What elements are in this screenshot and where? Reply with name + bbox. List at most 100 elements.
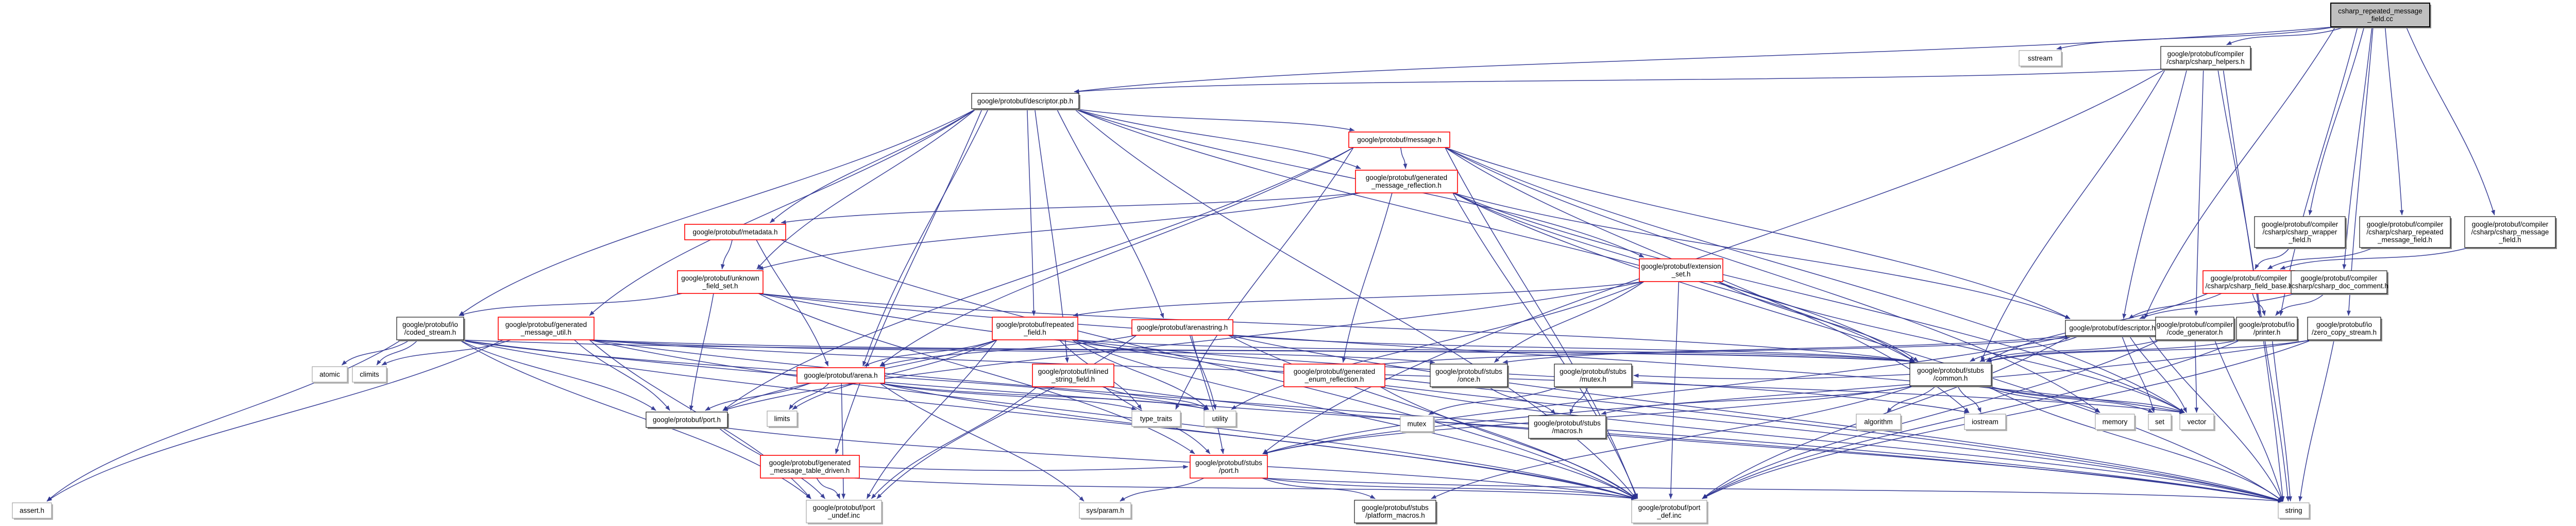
edge-msg-port [722, 147, 1354, 411]
edge-root-doc [2342, 26, 2372, 270]
node-pmac[interactable]: google/protobuf/stubs/platform_macros.h [1354, 500, 1437, 524]
edge-dpb-ufs [756, 108, 977, 270]
node-smx[interactable]: google/protobuf/stubs/mutex.h [1554, 364, 1633, 388]
node-label-rmf: google/protobuf/compiler/csharp/csharp_r… [2366, 221, 2443, 244]
node-pr[interactable]: google/protobuf/io/printer.h [2236, 317, 2299, 341]
edge-ufs-str [758, 293, 2283, 502]
node-td[interactable]: google/protobuf/generated _message_table_… [760, 455, 860, 479]
node-box-isf [1032, 364, 1114, 387]
node-box-smx [1554, 364, 1632, 387]
node-label-line: /csharp/csharp_repeated [2366, 228, 2443, 236]
node-label-cg: google/protobuf/compiler/code_generator.… [2157, 321, 2233, 336]
node-port[interactable]: google/protobuf/port.h [646, 412, 729, 429]
node-label-root: csharp_repeated_message _field.cc [2338, 7, 2422, 23]
node-label-line: google/protobuf/stubs [1560, 368, 1626, 375]
node-isf[interactable]: google/protobuf/inlined _string_field.h [1032, 364, 1114, 387]
node-fb[interactable]: google/protobuf/compiler/csharp/csharp_f… [2202, 270, 2295, 294]
edge-ger-pdef [1380, 386, 1637, 499]
edge-once-smac [1488, 386, 1556, 415]
edge-dpb-rf [1027, 108, 1036, 316]
node-rf[interactable]: google/protobuf/repeated _field.h [992, 317, 1078, 340]
node-box-gmr [1355, 170, 1458, 193]
edge-helpers-dpb [1074, 69, 2166, 94]
node-str: string [2278, 502, 2311, 520]
node-box-cs [396, 317, 464, 340]
node-label-line: /csharp/csharp_helpers.h [2166, 58, 2245, 65]
edge-meta-pdef [781, 239, 1637, 499]
node-cs[interactable]: google/protobuf/io/coded_stream.h [396, 317, 465, 341]
edge-zcs-sport [1262, 339, 2313, 455]
node-label-assert: assert.h [20, 507, 44, 515]
edge-smx-smac [1569, 386, 1588, 415]
node-label-line: _undef.inc [827, 512, 860, 519]
edge-zcs-str [2298, 339, 2335, 502]
node-label-line: google/protobuf/io [2316, 321, 2372, 328]
edge-desc-once [1502, 335, 2071, 364]
edge-as-util [1189, 335, 1217, 410]
edge-meta-ufs [720, 239, 733, 270]
node-smac[interactable]: google/protobuf/stubs/macros.h [1528, 415, 1607, 440]
node-meta[interactable]: google/protobuf/metadata.h [684, 224, 786, 240]
node-as[interactable]: google/protobuf/arenastring.h [1131, 319, 1233, 336]
edge-dpb-arena [862, 108, 989, 367]
node-label-line: /mutex.h [1580, 375, 1606, 383]
edge-common-smac [1601, 385, 1915, 415]
node-desc[interactable]: google/protobuf/descriptor.h [2065, 320, 2161, 337]
edge-msg-gmr [1400, 147, 1408, 169]
node-label-line: _field.h [2288, 236, 2311, 244]
edge-fb-desc [2128, 293, 2222, 319]
node-arena[interactable]: google/protobuf/arena.h [796, 367, 885, 384]
edge-as-str [1228, 335, 2283, 502]
edge-common-pmac [1431, 385, 1915, 499]
edge-rf-arena [863, 339, 997, 367]
node-label-line: /macros.h [1552, 427, 1582, 435]
node-label-smac: google/protobuf/stubs/macros.h [1534, 419, 1601, 435]
node-doc[interactable]: google/protobuf/compiler/csharp/csharp_d… [2290, 270, 2388, 295]
node-wrap[interactable]: google/protobuf/compiler/csharp/csharp_w… [2254, 216, 2347, 249]
edge-gmr-meta [781, 192, 1361, 224]
node-atomic: atomic [312, 366, 349, 384]
node-sport[interactable]: google/protobuf/stubs/port.h [1190, 455, 1268, 479]
edge-arena-util [879, 383, 1209, 410]
edge-msg-arena [879, 147, 1354, 367]
node-ger[interactable]: google/protobuf/generated _enum_reflectio… [1283, 364, 1385, 387]
node-box-sport [1190, 455, 1268, 479]
node-box-doc [2291, 270, 2387, 294]
node-mf[interactable]: google/protobuf/compiler/csharp/csharp_m… [2464, 216, 2557, 249]
edge-desc-set [2121, 335, 2155, 413]
node-mem: memory [2095, 414, 2136, 431]
node-rmf[interactable]: google/protobuf/compiler/csharp/csharp_r… [2359, 216, 2452, 249]
edge-rf-str [1073, 339, 2283, 502]
node-once[interactable]: google/protobuf/stubs/once.h [1430, 364, 1509, 388]
node-dpb[interactable]: google/protobuf/descriptor.pb.h [971, 93, 1080, 110]
node-ext[interactable]: google/protobuf/extension _set.h [1639, 258, 1723, 282]
edge-gmr-ger [1342, 192, 1393, 363]
edge-ufs-vec [758, 293, 2185, 414]
node-label-rf: google/protobuf/repeated _field.h [996, 321, 1074, 336]
node-set: set [2148, 414, 2173, 431]
node-gmr[interactable]: google/protobuf/generated _message_reflec… [1355, 170, 1458, 193]
node-gmu[interactable]: google/protobuf/generated _message_util.h [498, 317, 595, 340]
edge-rf-limits [792, 339, 997, 410]
node-cg[interactable]: google/protobuf/compiler/code_generator.… [2155, 317, 2235, 341]
node-label-line: type_traits [1140, 415, 1173, 423]
node-helpers[interactable]: google/protobuf/compiler/csharp/csharp_h… [2160, 46, 2252, 71]
node-msg[interactable]: google/protobuf/message.h [1348, 132, 1450, 148]
edge-zcs-common [1986, 339, 2313, 363]
node-label-sport: google/protobuf/stubs/port.h [1195, 459, 1262, 474]
node-common[interactable]: google/protobuf/stubs/common.h [1909, 363, 1993, 387]
node-label-sysp: sys/param.h [1086, 507, 1124, 515]
node-label-fb: google/protobuf/compiler/csharp/csharp_f… [2206, 274, 2293, 290]
edge-gmr-pdef [1452, 192, 1638, 499]
edge-sport-sysp [1120, 478, 1205, 502]
node-ufs[interactable]: google/protobuf/unknown _field_set.h [677, 270, 764, 294]
node-zcs[interactable]: google/protobuf/io/zero_copy_stream.h [2307, 317, 2382, 341]
node-label-line: google/protobuf/extension [1641, 262, 1721, 270]
edge-as-common [1228, 335, 1915, 363]
edge-td-pdef [854, 478, 1637, 501]
edge-isf-util [1102, 386, 1209, 410]
node-label-line: google/protobuf/message.h [1357, 136, 1442, 144]
node-label-td: google/protobuf/generated _message_table_… [769, 459, 851, 474]
